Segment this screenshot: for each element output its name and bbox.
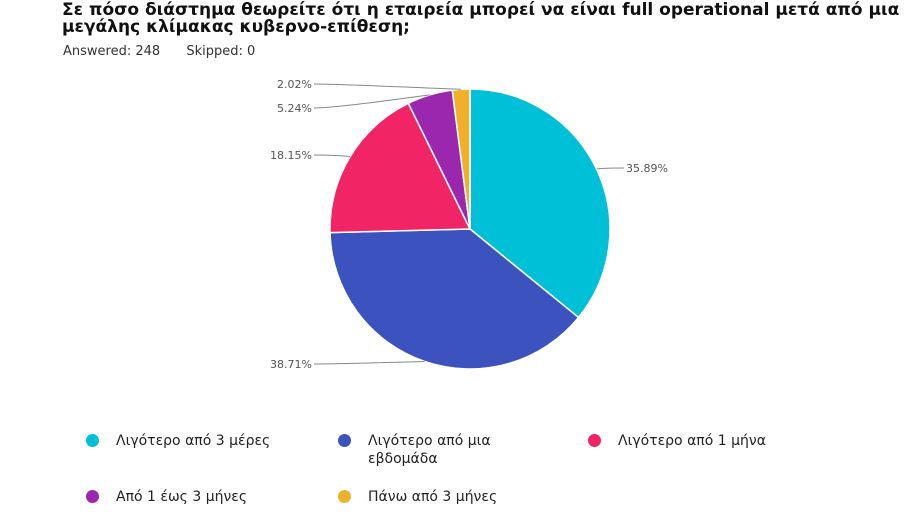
legend-color-swatch [86, 490, 99, 503]
legend-item: Λιγότερο από 3 μέρες [86, 432, 306, 450]
pie-slice [329, 102, 472, 234]
legend-color-swatch [338, 490, 351, 503]
skipped-count: Skipped: 0 [186, 44, 256, 59]
pie-slice [451, 88, 471, 230]
data-label: 5.24% [277, 102, 312, 115]
response-stats: Answered: 248 Skipped: 0 [63, 44, 277, 59]
legend-label: Λιγότερο από 1 μήνα [618, 433, 766, 449]
answered-count: Answered: 248 [63, 44, 161, 59]
legend-label: Από 1 έως 3 μήνες [116, 489, 248, 505]
pie-slice [469, 88, 611, 319]
data-label: 35.89% [626, 162, 668, 175]
leader-line [596, 167, 625, 170]
legend-item: Από 1 έως 3 μήνες [86, 488, 306, 506]
legend-color-swatch [588, 434, 601, 447]
data-label: 18.15% [270, 149, 312, 162]
leader-line [313, 83, 462, 90]
leader-line [313, 360, 425, 365]
legend-color-swatch [86, 434, 99, 447]
legend-item: Λιγότερο από 1 μήνα [588, 432, 808, 450]
data-label: 2.02% [277, 78, 312, 91]
pie-slice [329, 228, 580, 370]
legend-item: Λιγότερο από μια εβδομάδα [338, 432, 518, 468]
leader-line [313, 154, 351, 157]
legend-label: Λιγότερο από 3 μέρες [116, 433, 271, 449]
data-label: 38.71% [270, 358, 312, 371]
leader-line [313, 94, 430, 109]
pie-chart: 35.89% 38.71% 18.15% 5.24% 2.02% [270, 78, 668, 371]
legend-label: Λιγότερο από μια εβδομάδα [368, 433, 491, 467]
legend-item: Πάνω από 3 μήνες [338, 488, 558, 506]
question-title: Σε πόσο διάστημα θεωρείτε ότι η εταιρεία… [62, 0, 900, 37]
legend-color-swatch [338, 434, 351, 447]
legend-label: Πάνω από 3 μήνες [368, 489, 498, 505]
